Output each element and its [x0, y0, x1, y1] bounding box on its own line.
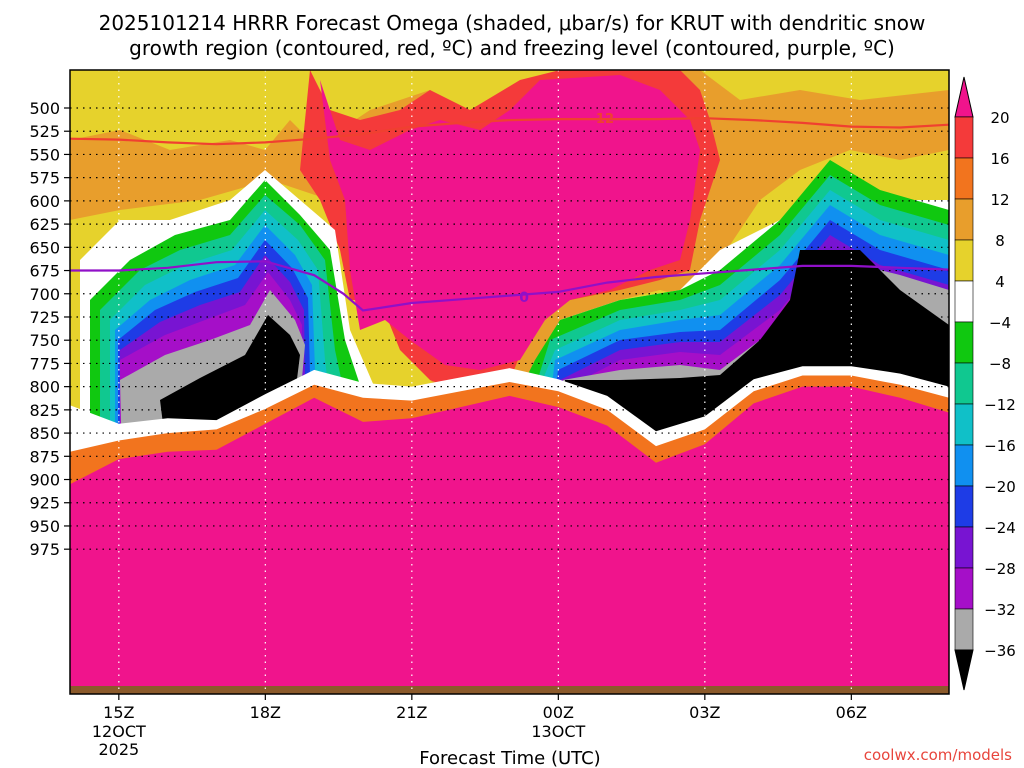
colorbar-top-arrow — [954, 76, 974, 118]
y-tick-label: 775 — [29, 354, 60, 373]
dgz-contour-label: -12 — [591, 112, 615, 127]
y-tick-label: 800 — [29, 378, 60, 397]
colorbar-segment — [954, 403, 974, 446]
colorbar-tick-label: −8 — [989, 355, 1011, 373]
y-tick-label: 550 — [29, 145, 60, 164]
colorbar-tick-label: 8 — [995, 232, 1005, 250]
colorbar-segment — [954, 321, 974, 364]
y-tick-label: 850 — [29, 424, 60, 443]
y-tick-label: 750 — [29, 331, 60, 350]
colorbar-tick-label: −32 — [984, 601, 1016, 619]
x-axis-label: Forecast Time (UTC) — [419, 748, 600, 768]
x-tick-label: 18Z — [250, 703, 281, 722]
y-tick-label: 950 — [29, 517, 60, 536]
colorbar-segment — [954, 444, 974, 487]
colorbar-tick-label: 20 — [990, 109, 1009, 127]
shade-pink-low — [70, 386, 949, 694]
colorbar-tick-label: −36 — [984, 642, 1016, 660]
x-tick-year: 2025 — [98, 740, 139, 759]
chart-title-line1: 2025101214 HRRR Forecast Omega (shaded, … — [99, 11, 926, 35]
credit-text: coolwx.com/models — [864, 746, 1012, 764]
y-tick-label: 525 — [29, 122, 60, 141]
colorbar-segment — [954, 608, 974, 651]
y-tick-label: 675 — [29, 262, 60, 281]
plot-frame — [69, 69, 950, 695]
x-tick-date: 13OCT — [531, 722, 585, 741]
freezing-level-contour — [70, 260, 950, 312]
colorbar-segment — [954, 362, 974, 405]
colorbar-segment — [954, 157, 974, 200]
colorbar-tick-label: 4 — [995, 273, 1005, 291]
colorbar-segment — [954, 198, 974, 241]
colorbar-segment — [954, 526, 974, 569]
dendritic-growth-contour — [69, 117, 950, 146]
y-tick-label: 925 — [29, 494, 60, 513]
colorbar-tick-label: −28 — [984, 560, 1016, 578]
freezing-level-label: 0 — [519, 290, 529, 306]
chart-title-line2: growth region (contoured, red, ºC) and f… — [129, 36, 895, 60]
surface-band — [70, 686, 949, 694]
x-tick-label: 00Z — [543, 703, 574, 722]
colorbar-tick-label: 16 — [990, 150, 1009, 168]
x-tick-label: 03Z — [689, 703, 720, 722]
y-tick-label: 650 — [29, 238, 60, 257]
y-tick-label: 875 — [29, 447, 60, 466]
colorbar-segment — [954, 116, 974, 159]
y-tick-label: 575 — [29, 169, 60, 188]
y-tick-label: 825 — [29, 401, 60, 420]
y-axis-ticks: 500 525 550 575 600 625 650 675 700 725 750 775 800 8… — [29, 99, 70, 559]
shade-upper-pink — [320, 75, 700, 370]
omega-shading — [70, 70, 949, 694]
colorbar-segment — [954, 567, 974, 610]
y-tick-label: 900 — [29, 471, 60, 490]
contours: 0 -12 — [69, 112, 950, 312]
colorbar-segment — [954, 239, 974, 282]
x-tick-label: 21Z — [396, 703, 427, 722]
colorbar-segment — [954, 280, 974, 323]
x-tick-label: 15Z — [103, 703, 134, 722]
colorbar-bottom-arrow — [954, 649, 974, 691]
y-tick-label: 725 — [29, 308, 60, 327]
x-tick-date: 12OCT — [92, 722, 146, 741]
colorbar-tick-label: −16 — [984, 437, 1016, 455]
y-tick-label: 600 — [29, 192, 60, 211]
colorbar-tick-label: −20 — [984, 478, 1016, 496]
y-tick-label: 625 — [29, 215, 60, 234]
colorbar-segment — [954, 485, 974, 528]
y-tick-label: 500 — [29, 99, 60, 118]
colorbar-tick-label: −12 — [984, 396, 1016, 414]
colorbar-tick-label: −4 — [989, 314, 1011, 332]
colorbar-tick-label: −24 — [984, 519, 1016, 537]
colorbar: 20 16 12 8 4 −4 −8 −12 −16 −20 −24 −28 −32 −36 — [954, 76, 1016, 691]
x-tick-label: 06Z — [836, 703, 867, 722]
colorbar-tick-label: 12 — [990, 191, 1009, 209]
y-tick-label: 975 — [29, 540, 60, 559]
y-tick-label: 700 — [29, 285, 60, 304]
gridlines — [70, 70, 949, 694]
